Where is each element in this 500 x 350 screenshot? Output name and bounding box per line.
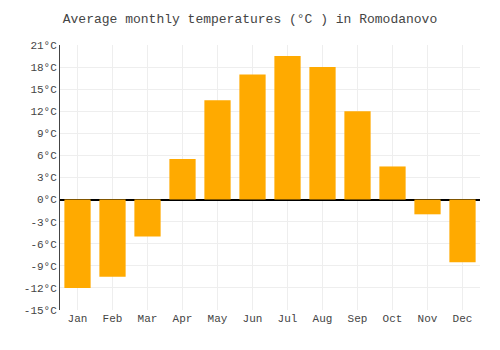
svg-text:18°C: 18°C <box>30 62 57 74</box>
svg-text:Oct: Oct <box>383 313 403 325</box>
svg-text:9°C: 9°C <box>37 128 57 140</box>
svg-text:15°C: 15°C <box>30 84 57 96</box>
svg-text:Dec: Dec <box>453 313 473 325</box>
svg-text:-15°C: -15°C <box>24 305 57 317</box>
svg-text:Jun: Jun <box>243 313 263 325</box>
svg-text:Jul: Jul <box>278 313 298 325</box>
svg-text:May: May <box>208 313 228 325</box>
svg-text:Apr: Apr <box>173 313 193 325</box>
svg-text:12°C: 12°C <box>30 106 57 118</box>
svg-text:-9°C: -9°C <box>30 261 57 273</box>
svg-text:Average monthly temperatures (: Average monthly temperatures (°C ) in Ro… <box>63 12 437 27</box>
svg-text:-6°C: -6°C <box>30 239 57 251</box>
svg-text:Feb: Feb <box>103 313 123 325</box>
svg-text:6°C: 6°C <box>37 150 57 162</box>
svg-text:Mar: Mar <box>138 313 158 325</box>
svg-text:-12°C: -12°C <box>24 283 57 295</box>
svg-text:Aug: Aug <box>313 313 333 325</box>
svg-text:21°C: 21°C <box>30 40 57 52</box>
svg-text:Sep: Sep <box>348 313 368 325</box>
svg-text:0°C: 0°C <box>37 194 57 206</box>
svg-text:Jan: Jan <box>68 313 88 325</box>
svg-text:3°C: 3°C <box>37 172 57 184</box>
svg-text:Nov: Nov <box>418 313 438 325</box>
svg-text:-3°C: -3°C <box>30 217 57 229</box>
